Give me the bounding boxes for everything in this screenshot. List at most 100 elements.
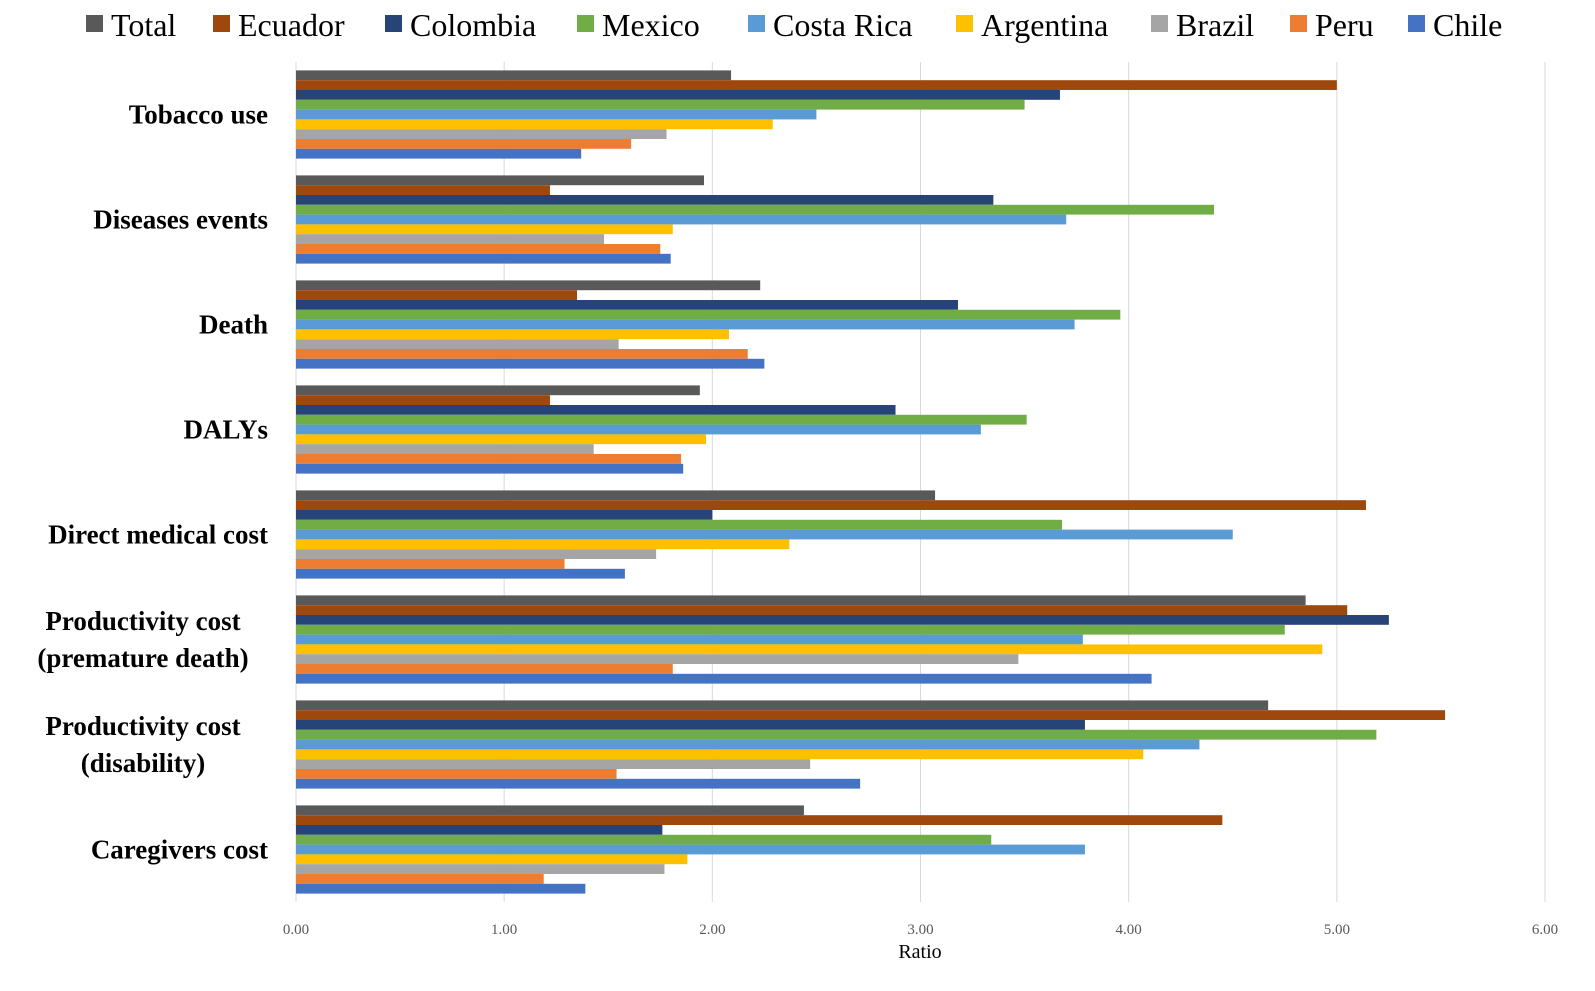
bar-chile [296, 883, 586, 894]
bar-brazil [296, 444, 594, 454]
bar-argentina [296, 119, 773, 130]
x-tick-label: 3.00 [907, 922, 933, 938]
category-label: Productivity cost [45, 606, 240, 636]
bar-chile [296, 568, 625, 579]
bars [296, 70, 1446, 894]
bar-costa-rica [296, 424, 981, 435]
bar-chile [296, 463, 684, 474]
bar-argentina [296, 644, 1323, 655]
bar-costa-rica [296, 214, 1067, 225]
legend-label: Argentina [981, 7, 1108, 43]
bar-ecuador [296, 185, 550, 195]
bar-ecuador [296, 710, 1446, 720]
category-label: Tobacco use [129, 100, 268, 130]
bar-costa-rica [296, 739, 1200, 750]
bar-colombia [296, 825, 663, 835]
bar-brazil [296, 759, 811, 769]
bar-colombia [296, 510, 713, 520]
legend-swatch [1408, 15, 1425, 32]
bar-ecuador [296, 815, 1223, 825]
category-label: Diseases events [93, 205, 268, 235]
bar-costa-rica [296, 844, 1085, 855]
category-label: Caregivers cost [91, 835, 268, 865]
bar-brazil [296, 339, 619, 349]
bar-costa-rica [296, 634, 1083, 645]
legend-label: Brazil [1176, 7, 1254, 43]
bar-peru [296, 244, 661, 254]
x-tick-label: 4.00 [1116, 922, 1142, 938]
category-label: Productivity cost [45, 711, 240, 741]
bar-peru [296, 664, 673, 674]
bar-mexico [296, 834, 992, 845]
bar-costa-rica [296, 109, 817, 120]
legend-label: Chile [1433, 7, 1502, 43]
legend-swatch [213, 15, 230, 32]
bar-argentina [296, 854, 688, 865]
bar-brazil [296, 129, 667, 139]
bar-chile [296, 673, 1152, 684]
bar-colombia [296, 720, 1085, 730]
legend-label: Mexico [602, 7, 700, 43]
category-label: (premature death) [37, 643, 248, 673]
bar-total [296, 595, 1306, 606]
bar-total [296, 385, 700, 396]
bar-ecuador [296, 290, 578, 300]
bar-total [296, 490, 936, 501]
bar-brazil [296, 654, 1019, 664]
bar-brazil [296, 549, 657, 559]
bar-colombia [296, 195, 994, 205]
x-tick-label: 2.00 [699, 922, 725, 938]
bar-peru [296, 454, 682, 464]
bar-argentina [296, 434, 707, 445]
bar-total [296, 70, 732, 81]
bar-brazil [296, 234, 605, 244]
x-tick-label: 5.00 [1324, 922, 1350, 938]
x-tick-label: 1.00 [491, 922, 517, 938]
category-label: Death [199, 310, 268, 340]
bar-peru [296, 139, 632, 149]
legend-label: Peru [1315, 7, 1374, 43]
x-tick-label: 0.00 [283, 922, 309, 938]
bar-chile [296, 148, 582, 159]
bar-ecuador [296, 395, 550, 405]
x-tick-label: 6.00 [1532, 922, 1558, 938]
bar-total [296, 700, 1269, 711]
bar-costa-rica [296, 319, 1075, 330]
category-label: Direct medical cost [48, 520, 268, 550]
x-tick-labels: 0.00 1.00 2.00 3.00 4.00 5.00 6.00 [283, 922, 1558, 938]
category-label: (disability) [81, 748, 206, 778]
bar-argentina [296, 539, 790, 550]
legend-label: Costa Rica [773, 7, 913, 43]
bar-mexico [296, 204, 1215, 215]
category-label: DALYs [183, 415, 268, 445]
category-labels: Tobacco use Diseases events Death DALYs Dire… [37, 100, 268, 865]
bar-argentina [296, 224, 673, 235]
bar-ecuador [296, 500, 1366, 510]
bar-total [296, 805, 804, 816]
legend-label: Colombia [410, 7, 536, 43]
bar-peru [296, 769, 617, 779]
legend-label: Total [111, 7, 176, 43]
bar-peru [296, 559, 565, 569]
bar-argentina [296, 329, 729, 340]
bar-mexico [296, 99, 1025, 110]
bar-colombia [296, 615, 1389, 625]
bar-brazil [296, 864, 665, 874]
bar-total [296, 280, 761, 291]
legend-swatch [748, 15, 765, 32]
legend-swatch [385, 15, 402, 32]
bar-chile [296, 778, 861, 789]
bar-ecuador [296, 80, 1337, 90]
legend-swatch [86, 15, 103, 32]
bar-colombia [296, 300, 958, 310]
bar-mexico [296, 309, 1121, 320]
bar-peru [296, 874, 544, 884]
bar-mexico [296, 519, 1063, 530]
bar-ecuador [296, 605, 1348, 615]
bar-mexico [296, 414, 1027, 425]
legend-swatch [1151, 15, 1168, 32]
bar-mexico [296, 729, 1377, 740]
legend-swatch [956, 15, 973, 32]
